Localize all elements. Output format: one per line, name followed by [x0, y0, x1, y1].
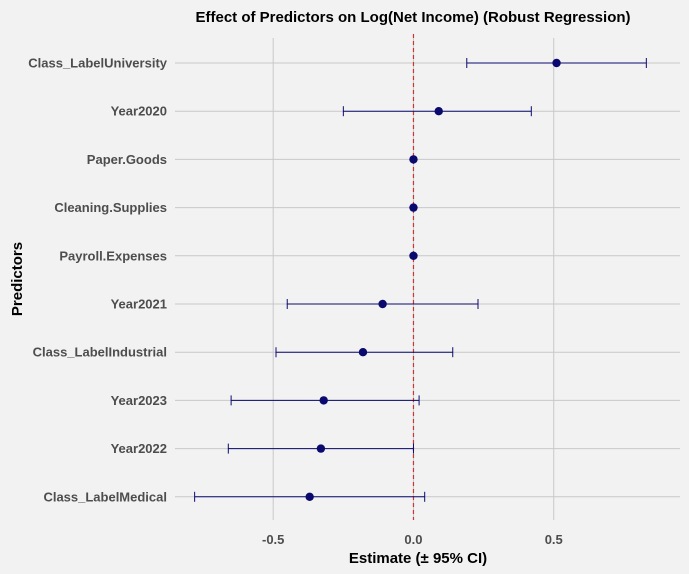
x-tick-label: 0.0	[404, 532, 422, 547]
y-tick-label: Class_LabelMedical	[43, 489, 167, 504]
x-tick-label: 0.5	[545, 532, 563, 547]
estimate-point	[552, 58, 561, 68]
estimate-point	[358, 348, 368, 357]
y-tick-label: Cleaning.Supplies	[54, 200, 167, 215]
estimate-point	[319, 396, 328, 405]
y-tick-label: Payroll.Expenses	[59, 248, 167, 263]
estimate-point	[316, 444, 326, 453]
y-tick-label: Class_LabelUniversity	[28, 56, 168, 71]
x-axis-title: Estimate (± 95% CI)	[349, 550, 487, 567]
estimate-point	[378, 299, 387, 309]
x-tick-labels: -0.5 0.0 0.5	[262, 532, 563, 547]
confidence-interval-layer	[194, 58, 647, 502]
x-tick-label: -0.5	[262, 532, 284, 547]
estimate-point	[409, 155, 418, 164]
y-tick-label: Year2020	[111, 104, 167, 119]
y-tick-label: Year2022	[111, 441, 167, 456]
estimate-point	[409, 251, 418, 260]
y-tick-labels: Class_LabelUniversity Year2020 Paper.Goods…	[28, 56, 168, 505]
y-tick-label: Year2023	[111, 393, 167, 408]
chart-title: Effect of Predictors on Log(Net Income) …	[195, 9, 630, 26]
y-tick-label: Class_LabelIndustrial	[33, 345, 167, 360]
estimate-point	[409, 203, 418, 212]
y-tick-label: Year2021	[111, 297, 167, 312]
estimate-point	[305, 492, 314, 501]
estimate-point	[434, 107, 443, 116]
estimate-point-layer	[305, 58, 561, 501]
grid-layer	[175, 38, 680, 520]
y-tick-label: Paper.Goods	[87, 152, 167, 167]
y-axis-title: Predictors	[9, 242, 26, 316]
